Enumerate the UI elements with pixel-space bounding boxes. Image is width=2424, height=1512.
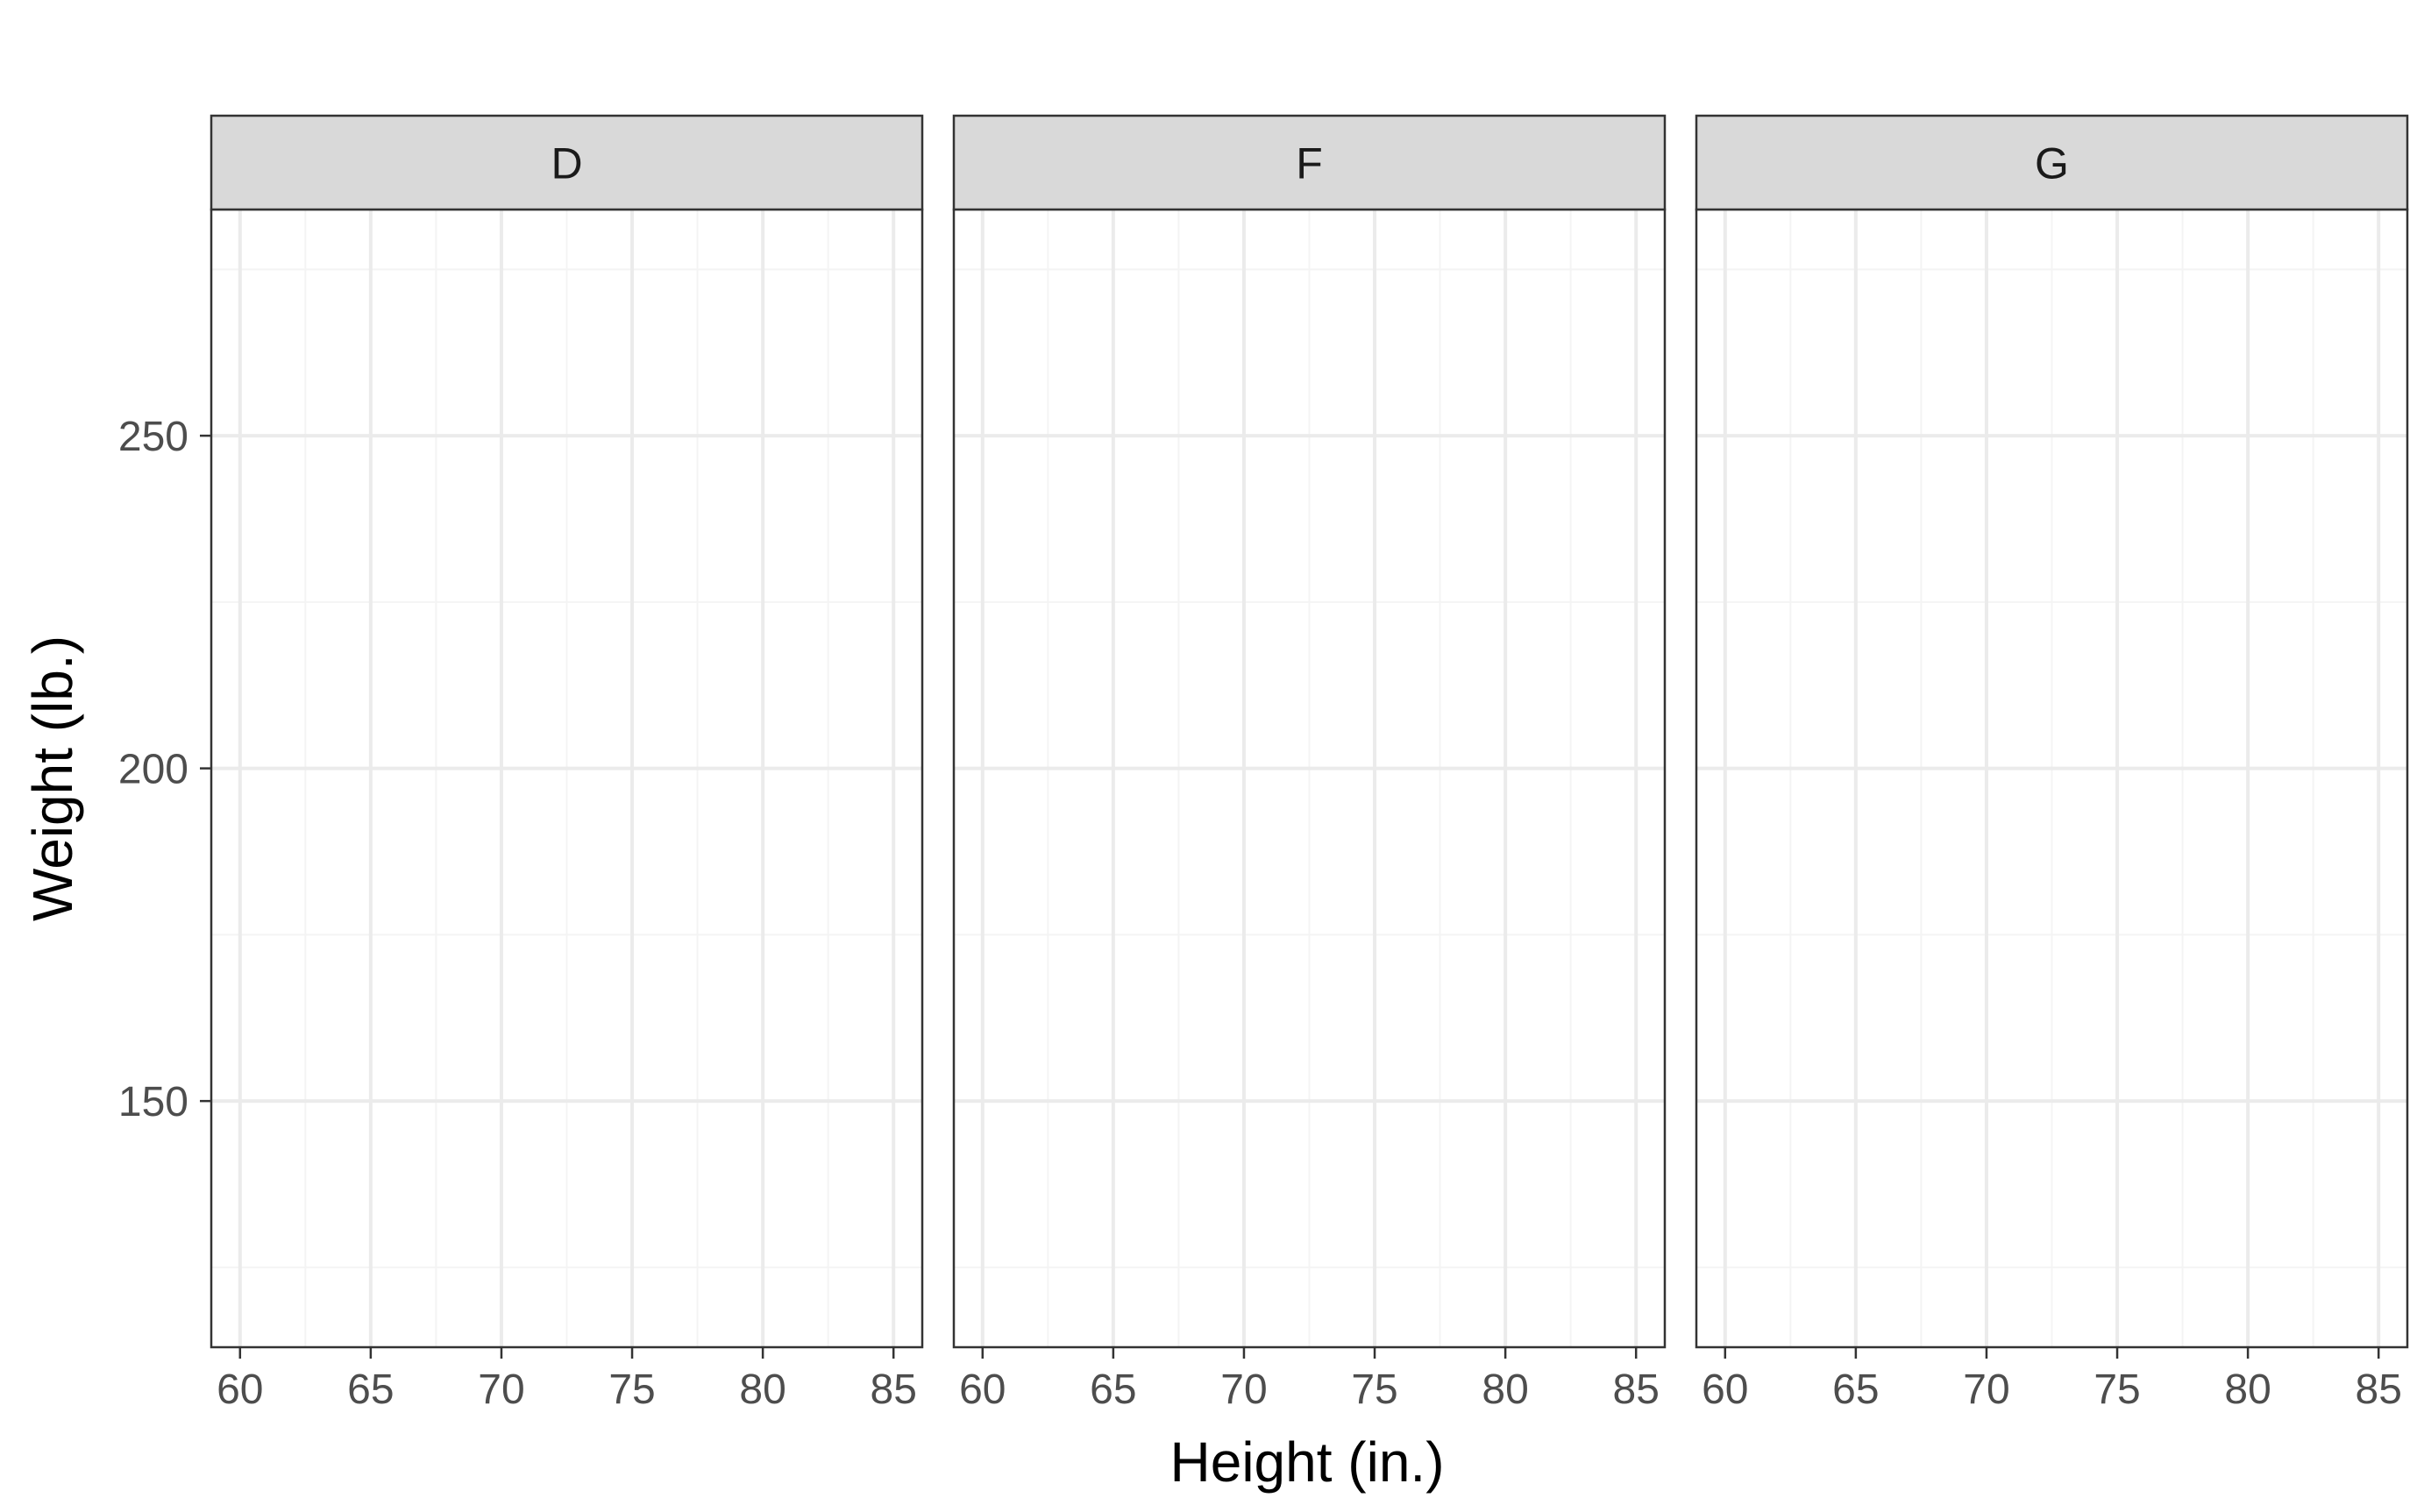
x-tick-label: 70 — [1220, 1366, 1267, 1413]
facet-strip — [1695, 114, 2409, 211]
facet-panel-g: G 60 65 70 75 80 85 — [1695, 114, 2409, 1413]
x-axis-title: Height (in.) — [1170, 1430, 1445, 1494]
panels-layer: D 60 65 70 75 80 85 F 60 65 70 75 80 85 G 60 65 70 75 80 85 — [210, 114, 2409, 1413]
facet-strip-label: D — [551, 139, 582, 188]
x-tick-label: 65 — [347, 1366, 394, 1413]
x-tick-label: 60 — [959, 1366, 1006, 1413]
facet-strip — [210, 114, 924, 211]
y-axis: 150 200 250 — [118, 414, 211, 1125]
x-tick-label: 85 — [1613, 1366, 1660, 1413]
x-tick-label: 85 — [871, 1366, 917, 1413]
x-tick-label: 65 — [1832, 1366, 1879, 1413]
y-tick-label: 150 — [118, 1079, 188, 1125]
x-tick-label: 80 — [739, 1366, 785, 1413]
facet-strip-label: G — [2035, 139, 2069, 188]
x-tick-label: 70 — [1963, 1366, 2009, 1413]
facet-panel-d: D 60 65 70 75 80 85 — [210, 114, 924, 1413]
x-tick-label: 85 — [2356, 1366, 2402, 1413]
x-tick-label: 80 — [1482, 1366, 1528, 1413]
x-tick-label: 60 — [1702, 1366, 1748, 1413]
x-tick-label: 80 — [2224, 1366, 2271, 1413]
facet-panel-f: F 60 65 70 75 80 85 — [952, 114, 1667, 1413]
facet-strip-label: F — [1296, 139, 1323, 188]
x-tick-label: 70 — [478, 1366, 524, 1413]
x-tick-label: 65 — [1090, 1366, 1136, 1413]
y-axis-title: Weight (lb.) — [21, 635, 84, 921]
x-tick-label: 75 — [1351, 1366, 1397, 1413]
y-tick-label: 200 — [118, 747, 188, 793]
x-tick-label: 75 — [2093, 1366, 2140, 1413]
facet-strip — [952, 114, 1667, 211]
x-tick-label: 75 — [608, 1366, 655, 1413]
y-tick-label: 250 — [118, 414, 188, 460]
x-tick-label: 60 — [217, 1366, 263, 1413]
